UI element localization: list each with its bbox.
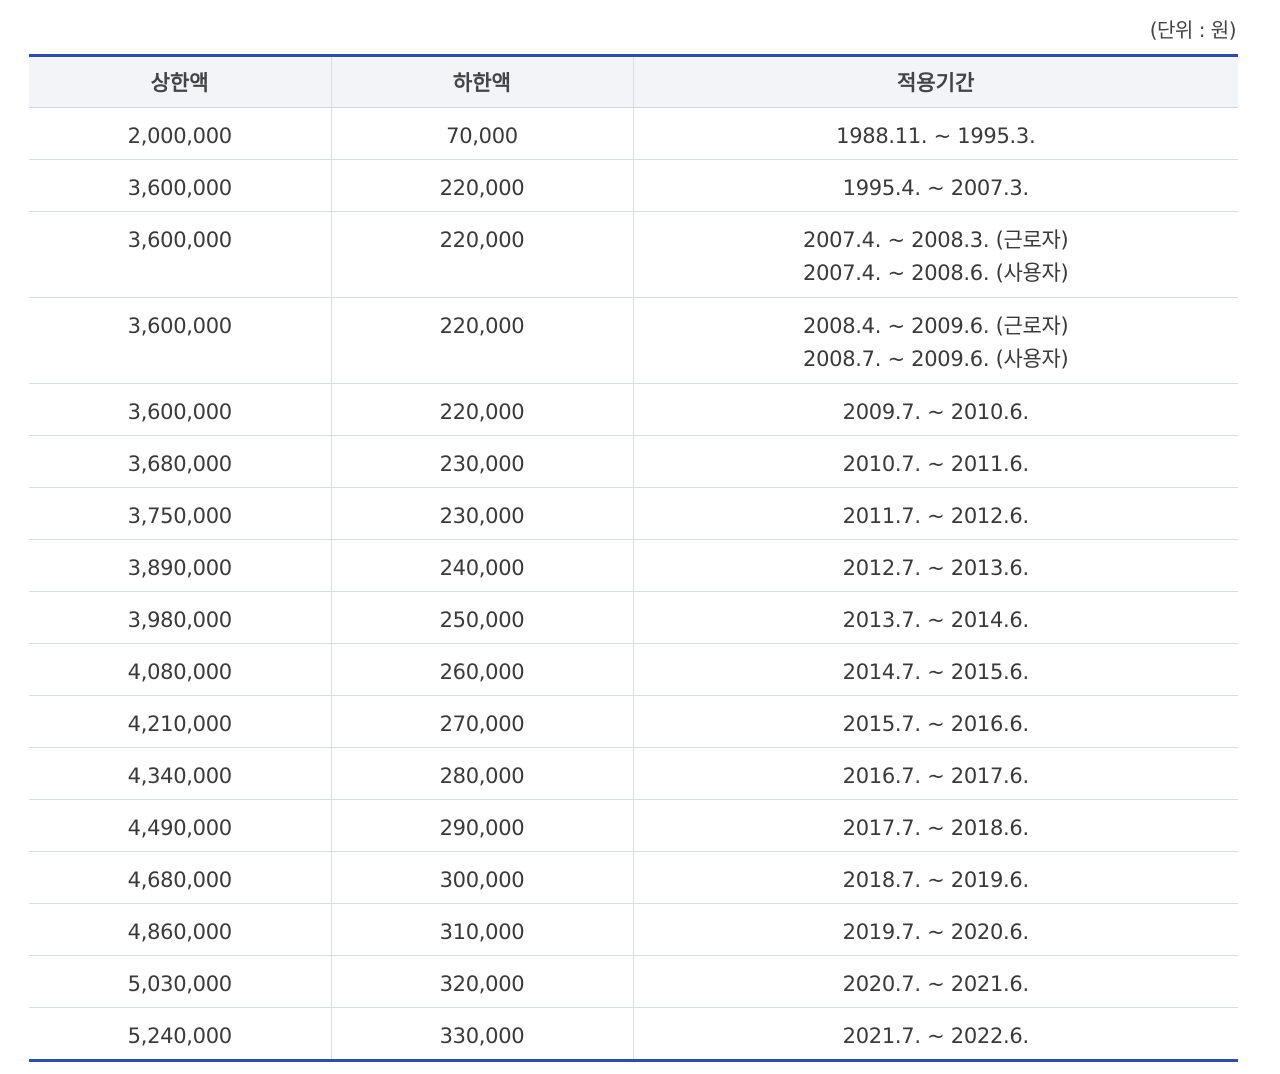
cell-period: 2021.7. ~ 2022.6. <box>632 1007 1238 1061</box>
table-row: 3,600,000 220,000 2009.7. ~ 2010.6. <box>29 383 1238 436</box>
period-line: 1995.4. ~ 2007.3. <box>842 176 1029 200</box>
cell-upper-limit: 5,240,000 <box>127 1024 232 1048</box>
period-line: 2010.7. ~ 2011.6. <box>842 452 1029 476</box>
period-line: 2018.7. ~ 2019.6. <box>842 868 1029 892</box>
cell-upper-limit: 3,600,000 <box>29 211 331 298</box>
period-line: 2009.7. ~ 2010.6. <box>842 400 1029 424</box>
table-row: 4,340,000 280,000 2016.7. ~ 2017.6. <box>29 747 1238 800</box>
cell-period: 2015.7. ~ 2016.6. <box>632 695 1238 748</box>
table-body: 2,000,000 70,000 1988.11. ~ 1995.3. 3,600,0… <box>29 107 1238 1061</box>
cell-upper-limit: 2,000,000 <box>29 107 331 160</box>
cell-lower-limit: 220,000 <box>330 211 633 298</box>
table-row: 4,210,000 270,000 2015.7. ~ 2016.6. <box>29 695 1238 748</box>
table-row: 3,600,000 220,000 2008.4. ~ 2009.6. (근로자) 2… <box>29 297 1238 384</box>
unit-note: (단위 : 원) <box>1149 18 1237 42</box>
table-row: 4,860,000 310,000 2019.7. ~ 2020.6. <box>29 903 1238 956</box>
period-line: 2015.7. ~ 2016.6. <box>842 712 1029 736</box>
cell-upper-limit: 3,980,000 <box>29 591 331 644</box>
cell-lower-limit: 270,000 <box>330 695 633 748</box>
cell-period: 1995.4. ~ 2007.3. <box>632 159 1238 212</box>
cell-upper-limit: 4,080,000 <box>29 643 331 696</box>
header-lower-limit: 하한액 <box>330 55 633 108</box>
cell-lower-limit: 250,000 <box>330 591 633 644</box>
rate-table: 상한액 하한액 적용기간 2,000,000 70,000 1988.11. ~ 1… <box>29 54 1238 1062</box>
cell-upper-limit: 4,490,000 <box>29 799 331 852</box>
cell-period: 2017.7. ~ 2018.6. <box>632 799 1238 852</box>
cell-lower-limit: 70,000 <box>330 107 633 160</box>
cell-lower-limit: 280,000 <box>330 747 633 800</box>
cell-period: 2020.7. ~ 2021.6. <box>632 955 1238 1008</box>
table-row: 4,080,000 260,000 2014.7. ~ 2015.6. <box>29 643 1238 696</box>
cell-upper-limit: 4,340,000 <box>29 747 331 800</box>
cell-period: 2013.7. ~ 2014.6. <box>632 591 1238 644</box>
table-row: 5,030,000 320,000 2020.7. ~ 2021.6. <box>29 955 1238 1008</box>
period-line: 2019.7. ~ 2020.6. <box>842 920 1029 944</box>
cell-upper-limit: 4,680,000 <box>29 851 331 904</box>
cell-lower-limit: 220,000 <box>330 383 633 436</box>
cell-upper-limit: 3,890,000 <box>29 539 331 592</box>
cell-lower-limit: 310,000 <box>330 903 633 956</box>
period-line: 2021.7. ~ 2022.6. <box>842 1024 1029 1048</box>
period-line: 2013.7. ~ 2014.6. <box>842 608 1029 632</box>
table-row: 3,750,000 230,000 2011.7. ~ 2012.6. <box>29 487 1238 540</box>
cell-upper-limit: 3,600,000 <box>29 383 331 436</box>
cell-lower-limit: 330,000 <box>330 1007 633 1061</box>
cell-upper-limit: 3,600,000 <box>29 297 331 384</box>
cell-period: 2012.7. ~ 2013.6. <box>632 539 1238 592</box>
period-line: 2008.4. ~ 2009.6. (근로자) <box>803 314 1069 338</box>
cell-period: 2010.7. ~ 2011.6. <box>632 435 1238 488</box>
cell-period: 2014.7. ~ 2015.6. <box>632 643 1238 696</box>
table-row: 3,680,000 230,000 2010.7. ~ 2011.6. <box>29 435 1238 488</box>
period-line: 2020.7. ~ 2021.6. <box>842 972 1029 996</box>
table-row: 4,680,000 300,000 2018.7. ~ 2019.6. <box>29 851 1238 904</box>
cell-period: 1988.11. ~ 1995.3. <box>632 107 1238 160</box>
header-upper-limit: 상한액 <box>29 55 331 108</box>
period-line: 2012.7. ~ 2013.6. <box>842 556 1029 580</box>
period-line: 2014.7. ~ 2015.6. <box>842 660 1029 684</box>
table-row: 4,490,000 290,000 2017.7. ~ 2018.6. <box>29 799 1238 852</box>
cell-lower-limit: 220,000 <box>330 159 633 212</box>
cell-period: 2011.7. ~ 2012.6. <box>632 487 1238 540</box>
period-line: 2011.7. ~ 2012.6. <box>842 504 1029 528</box>
period-line: 2017.7. ~ 2018.6. <box>842 816 1029 840</box>
cell-period: 2019.7. ~ 2020.6. <box>632 903 1238 956</box>
cell-upper-limit: 5,030,000 <box>29 955 331 1008</box>
cell-upper-limit: 4,210,000 <box>29 695 331 748</box>
cell-period: 2009.7. ~ 2010.6. <box>632 383 1238 436</box>
cell-lower-limit: 230,000 <box>330 487 633 540</box>
cell-lower-limit: 300,000 <box>330 851 633 904</box>
cell-lower-limit: 290,000 <box>330 799 633 852</box>
table-header-row: 상한액 하한액 적용기간 <box>29 55 1238 108</box>
table-row: 3,600,000 220,000 1995.4. ~ 2007.3. <box>29 159 1238 212</box>
cell-period: 2018.7. ~ 2019.6. <box>632 851 1238 904</box>
table-row: 3,980,000 250,000 2013.7. ~ 2014.6. <box>29 591 1238 644</box>
cell-lower-limit: 260,000 <box>330 643 633 696</box>
header-period: 적용기간 <box>632 55 1238 108</box>
cell-upper-limit: 3,600,000 <box>29 159 331 212</box>
table-row: 2,000,000 70,000 1988.11. ~ 1995.3. <box>29 107 1238 160</box>
cell-upper-limit: 3,750,000 <box>29 487 331 540</box>
cell-lower-limit: 220,000 <box>330 297 633 384</box>
cell-period: 2008.4. ~ 2009.6. (근로자) 2008.7. ~ 2009.6.… <box>632 297 1238 384</box>
cell-upper-limit: 3,680,000 <box>29 435 331 488</box>
period-line: 2007.4. ~ 2008.6. (사용자) <box>803 261 1069 285</box>
period-line: 2016.7. ~ 2017.6. <box>842 764 1029 788</box>
period-line: 1988.11. ~ 1995.3. <box>836 124 1036 148</box>
period-line: 2008.7. ~ 2009.6. (사용자) <box>803 347 1069 371</box>
table-row: 3,600,000 220,000 2007.4. ~ 2008.3. (근로자) 2… <box>29 211 1238 298</box>
cell-period: 2007.4. ~ 2008.3. (근로자) 2007.4. ~ 2008.6.… <box>632 211 1238 298</box>
cell-period: 2016.7. ~ 2017.6. <box>632 747 1238 800</box>
table-row: 5,240,000 330,000 2021.7. ~ 2022.6. <box>29 1007 1238 1061</box>
table-row: 3,890,000 240,000 2012.7. ~ 2013.6. <box>29 539 1238 592</box>
cell-upper-limit: 4,860,000 <box>29 903 331 956</box>
cell-lower-limit: 320,000 <box>330 955 633 1008</box>
period-line: 2007.4. ~ 2008.3. (근로자) <box>803 228 1069 252</box>
cell-lower-limit: 240,000 <box>330 539 633 592</box>
cell-lower-limit: 230,000 <box>330 435 633 488</box>
